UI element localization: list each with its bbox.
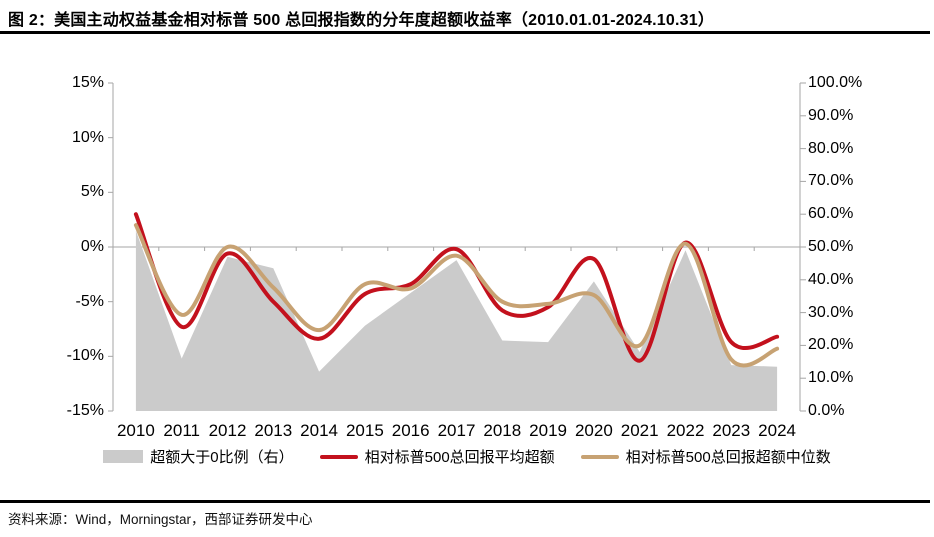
- right-axis-tick-label: 70.0%: [808, 172, 854, 190]
- x-axis-year-label: 2014: [300, 421, 338, 440]
- left-axis-tick-label: -15%: [66, 402, 104, 419]
- right-axis-tick-label: 90.0%: [808, 106, 854, 124]
- area-swatch-icon: [103, 450, 144, 463]
- x-axis-year-label: 2017: [437, 421, 476, 440]
- right-axis-tick-label: 50.0%: [808, 238, 854, 255]
- x-axis-year-label: 2011: [163, 421, 200, 440]
- positive-share-area-series: [135, 230, 778, 411]
- right-axis-tick-label: 60.0%: [808, 205, 854, 223]
- left-axis-tick-label: -10%: [66, 347, 104, 365]
- x-axis-year-label: 2013: [254, 421, 293, 440]
- x-axis-year-label: 2016: [391, 421, 430, 440]
- right-axis-tick-label: 20.0%: [808, 336, 854, 354]
- left-axis-tick-label: 15%: [71, 74, 104, 91]
- red-line-swatch-icon: [319, 454, 358, 459]
- title-divider: [0, 31, 930, 34]
- right-axis-tick-label: 10.0%: [808, 369, 854, 387]
- legend-item-positive-share: 超额大于0比例（右）: [103, 446, 294, 467]
- right-axis-tick-label: 30.0%: [808, 303, 854, 321]
- x-axis-year-label: 2022: [666, 421, 705, 440]
- x-axis-year-label: 2015: [345, 421, 384, 440]
- right-axis-tick-label: 100.0%: [808, 74, 863, 91]
- x-axis-year-label: 2018: [483, 421, 522, 440]
- median-excess-line-series: [133, 223, 780, 368]
- x-axis-year-label: 2019: [529, 421, 567, 440]
- x-axis-year-label: 2010: [116, 421, 155, 440]
- right-axis-tick-label: 80.0%: [808, 139, 854, 157]
- x-axis-year-label: 2020: [574, 421, 613, 440]
- tan-line-swatch-icon: [580, 454, 619, 459]
- source-note: 资料来源：Wind，Morningstar，西部证券研发中心: [8, 512, 313, 527]
- figure-title: 图 2：美国主动权益基金相对标普 500 总回报指数的分年度超额收益率（2010…: [8, 12, 715, 29]
- left-axis-tick-label: 0%: [80, 238, 104, 255]
- legend-item-median-excess: 相对标普500总回报超额中位数: [580, 446, 831, 467]
- legend-label: 相对标普500总回报超额中位数: [625, 449, 831, 466]
- left-axis-tick-label: 10%: [71, 128, 104, 146]
- right-axis-tick-label: 40.0%: [808, 270, 854, 288]
- x-axis-year-label: 2012: [208, 421, 247, 440]
- x-axis-year-label: 2021: [620, 421, 659, 440]
- legend-label: 相对标普500总回报平均超额: [364, 449, 555, 466]
- x-axis-year-label: 2024: [758, 421, 796, 440]
- left-axis-tick-label: -5%: [75, 292, 104, 310]
- legend-item-average-excess: 相对标普500总回报平均超额: [319, 446, 555, 467]
- left-axis-tick-label: 5%: [80, 183, 104, 201]
- legend-label: 超额大于0比例（右）: [150, 449, 294, 466]
- x-axis-year-label: 2023: [712, 421, 751, 440]
- chart-legend: 超额大于0比例（右） 相对标普500总回报平均超额 相对标普500总回报超额中位…: [0, 446, 934, 467]
- right-axis-tick-label: 0.0%: [808, 402, 845, 419]
- source-divider: [0, 500, 930, 503]
